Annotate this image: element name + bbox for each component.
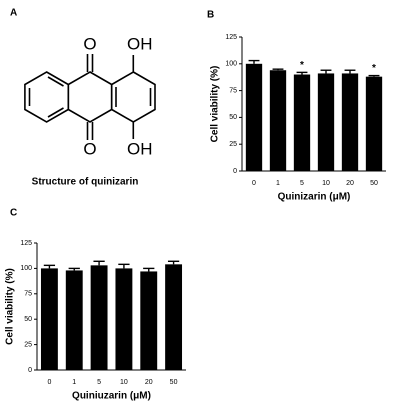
bar	[165, 264, 183, 370]
y-tick-label: 0	[233, 168, 237, 175]
significance-mark: *	[372, 63, 376, 74]
y-tick-label: 50	[229, 114, 237, 121]
y-axis-label: Cell viability (%)	[5, 268, 16, 345]
atom: OH	[127, 34, 153, 53]
bar	[90, 265, 108, 370]
caption: Structure of quinizarin	[32, 177, 139, 188]
bar	[40, 268, 58, 370]
x-tick-label: 1	[276, 180, 280, 187]
bar	[115, 268, 133, 370]
x-tick-label: 5	[97, 379, 101, 386]
bar	[365, 76, 383, 171]
atom: O	[83, 139, 96, 158]
x-axis-label: Quinizarin (μM)	[278, 192, 351, 203]
y-tick-label: 50	[24, 316, 32, 323]
x-tick-label: 10	[120, 379, 128, 386]
panel-label: B	[207, 10, 214, 21]
x-tick-label: 0	[47, 379, 51, 386]
x-tick-label: 0	[252, 180, 256, 187]
y-tick-label: 0	[28, 367, 32, 374]
y-tick-label: 75	[24, 291, 32, 298]
atom: O	[83, 34, 96, 53]
y-tick-label: 75	[229, 87, 237, 94]
bar	[269, 70, 287, 171]
ring	[24, 71, 70, 123]
panel-label: C	[10, 208, 17, 219]
significance-mark: *	[300, 60, 304, 71]
x-tick-label: 1	[72, 379, 76, 386]
bar	[65, 270, 83, 370]
x-tick-label: 50	[370, 180, 378, 187]
y-tick-label: 25	[229, 141, 237, 148]
structure: O O OH OH	[24, 34, 156, 158]
x-tick-label: 20	[346, 180, 354, 187]
x-tick-label: 20	[145, 379, 153, 386]
y-axis-label: Cell viability (%)	[210, 66, 221, 143]
bar	[317, 73, 335, 171]
y-tick-label: 100	[20, 265, 32, 272]
y-tick-label: 100	[225, 61, 237, 68]
atom: OH	[127, 139, 153, 158]
bar	[341, 73, 359, 171]
x-tick-label: 5	[300, 180, 304, 187]
y-tick-label: 125	[225, 34, 237, 41]
x-tick-label: 50	[170, 379, 178, 386]
double-bond	[47, 76, 64, 87]
y-tick-label: 25	[24, 341, 32, 348]
bar	[245, 63, 263, 171]
panel-label: A	[10, 8, 17, 19]
x-axis-label: Quiniuzarin (μM)	[72, 391, 151, 402]
x-tick-label: 10	[322, 180, 330, 187]
bar	[293, 74, 311, 171]
y-tick-label: 125	[20, 240, 32, 247]
double-bond	[47, 107, 64, 118]
bar	[140, 271, 158, 370]
